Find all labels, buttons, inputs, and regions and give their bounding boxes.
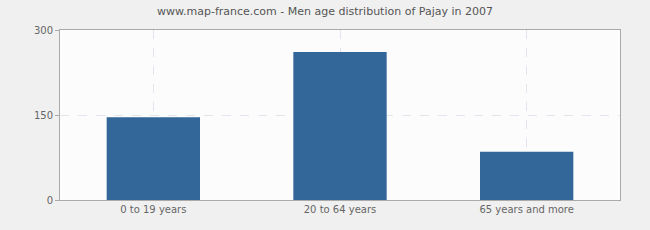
svg-text:65 years and more: 65 years and more bbox=[479, 204, 574, 215]
svg-text:300: 300 bbox=[34, 25, 53, 36]
svg-text:0 to 19 years: 0 to 19 years bbox=[120, 204, 186, 215]
svg-text:150: 150 bbox=[34, 110, 53, 121]
svg-text:0: 0 bbox=[47, 195, 53, 206]
svg-text:www.map-france.com - Men age d: www.map-france.com - Men age distributio… bbox=[157, 5, 493, 18]
svg-text:20 to 64 years: 20 to 64 years bbox=[304, 204, 377, 215]
